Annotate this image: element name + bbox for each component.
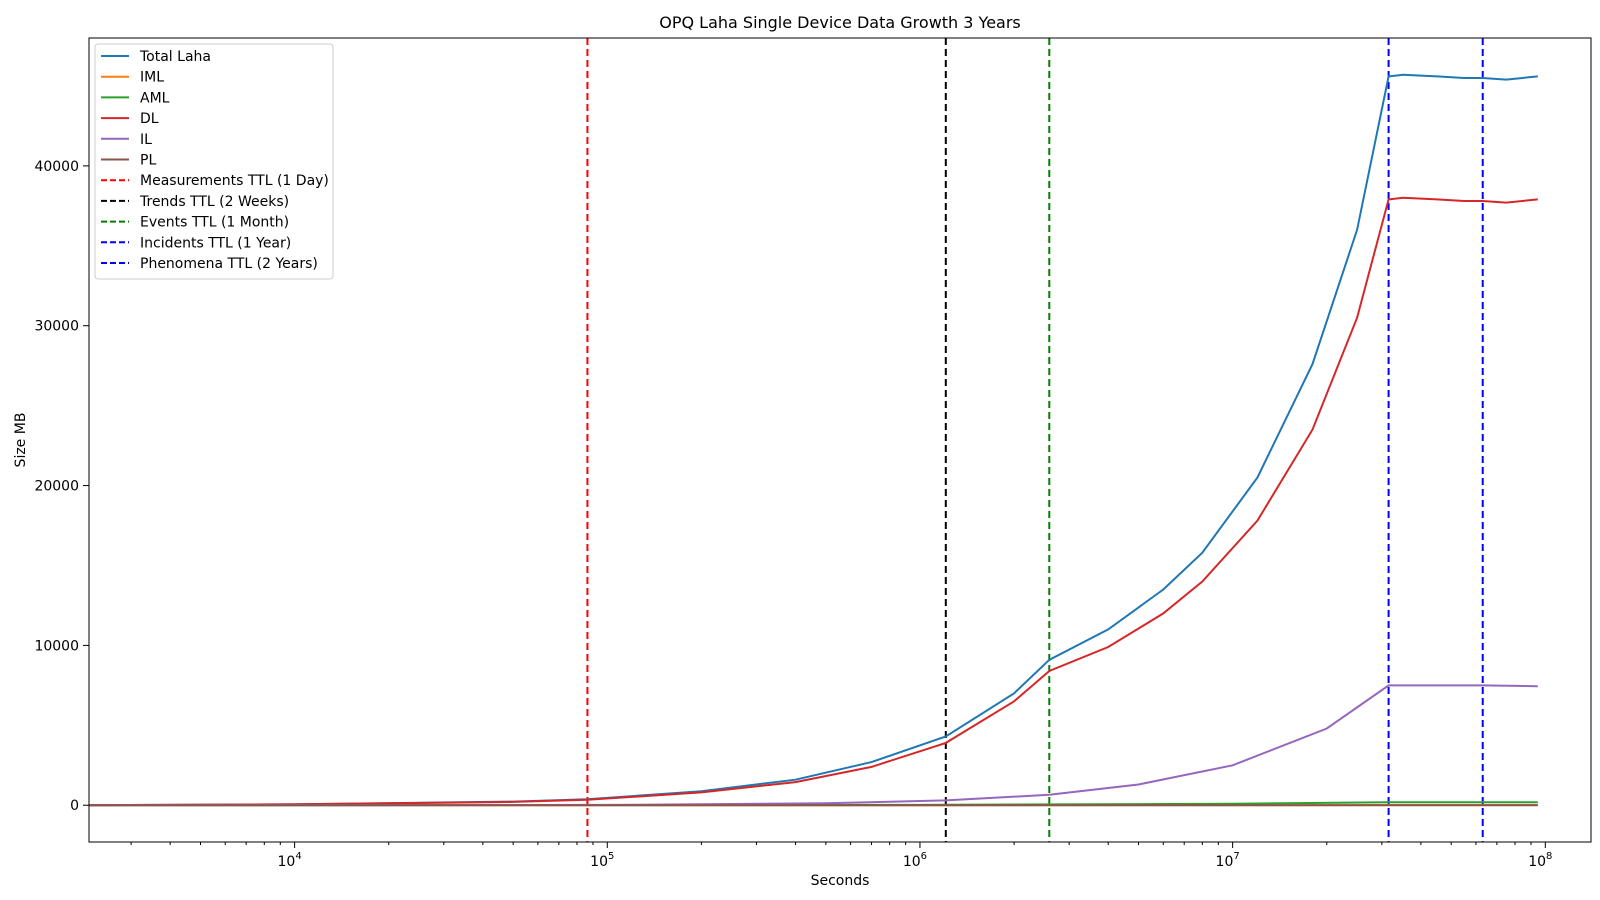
plot-area [89, 38, 1591, 842]
legend-entry: Phenomena TTL (2 Years) [140, 256, 318, 272]
series-line [88, 684, 1538, 807]
x-tick-label: 106 [903, 851, 927, 870]
x-axis-ticks: 104 105 106 107 108 [130, 842, 1552, 870]
y-tick-label: 20000 [34, 479, 79, 495]
x-tick-label: 104 [278, 851, 302, 870]
legend-entry: Trends TTL (2 Weeks) [139, 194, 289, 210]
x-tick-label: 108 [1528, 851, 1552, 870]
y-axis-label: Size MB [13, 413, 29, 468]
legend-box [94, 43, 334, 280]
y-tick-label: 30000 [34, 319, 79, 335]
x-tick-label: 105 [590, 851, 614, 870]
legend-entry: Total Laha [139, 49, 211, 65]
series-line [88, 196, 1538, 807]
x-axis-label: Seconds [811, 873, 870, 889]
x-tick-label: 107 [1216, 851, 1240, 870]
y-axis-ticks: 0 10000 20000 30000 40000 [34, 159, 89, 814]
legend: Total Laha IML AML DL IL PL Measurements TTL (… [94, 43, 334, 280]
legend-entry: Measurements TTL (1 Day) [140, 173, 329, 189]
plot-frame [88, 37, 1592, 843]
y-tick-label: 10000 [34, 638, 79, 654]
legend-entry: Events TTL (1 Month) [140, 215, 289, 231]
legend-entry: AML [140, 90, 170, 106]
legend-entry: IML [140, 70, 164, 86]
chart-title: OPQ Laha Single Device Data Growth 3 Yea… [659, 13, 1021, 32]
legend-entry: PL [140, 153, 156, 169]
legend-entry: DL [140, 111, 159, 127]
y-tick-label: 40000 [34, 159, 79, 175]
series-lines [88, 73, 1538, 807]
legend-entry: Incidents TTL (1 Year) [140, 235, 291, 251]
y-tick-label: 0 [70, 798, 79, 814]
legend-entry: IL [140, 132, 152, 148]
ttl-lines [586, 38, 1484, 842]
